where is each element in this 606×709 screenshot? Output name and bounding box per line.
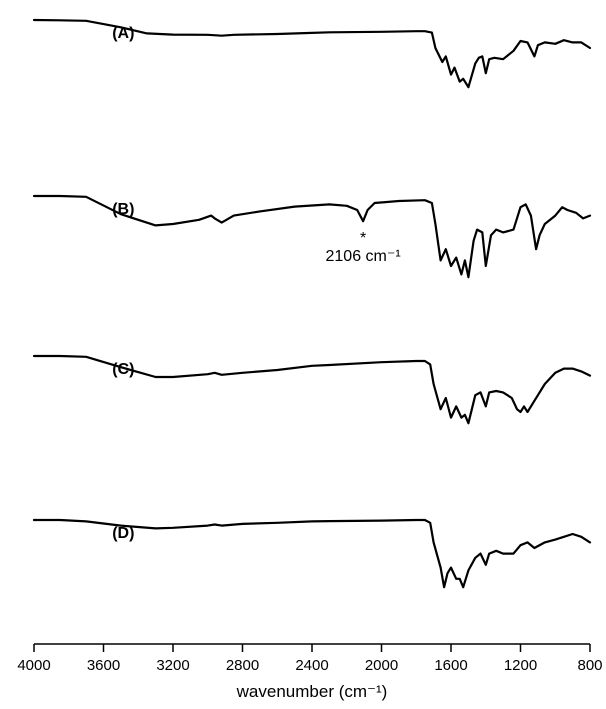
panel-label-c: (C) — [112, 361, 134, 378]
x-tick-label-2000: 2000 — [365, 657, 398, 674]
x-tick-label-1200: 1200 — [504, 657, 537, 674]
x-tick-label-2800: 2800 — [226, 657, 259, 674]
x-tick-label-4000: 4000 — [17, 657, 50, 674]
spectrum-line-d — [32, 518, 592, 589]
panel-label-a: (A) — [112, 25, 134, 42]
annotation-marker: * — [360, 230, 366, 247]
x-tick-label-1600: 1600 — [434, 657, 467, 674]
x-tick-label-3200: 3200 — [156, 657, 189, 674]
panel-label-layer: (A) (B) (C) (D) — [112, 25, 134, 542]
panel-label-d: (D) — [112, 525, 134, 542]
x-tick-label-800: 800 — [577, 657, 602, 674]
x-tick-label-3600: 3600 — [87, 657, 120, 674]
x-axis-ticks: 4000 3600 3200 2800 2400 2000 1600 1200 800 — [17, 644, 603, 674]
x-tick-label-2400: 2400 — [295, 657, 328, 674]
panel-label-b: (B) — [112, 201, 134, 218]
annotation-layer: *2106 cm⁻¹ — [326, 230, 401, 265]
x-axis-label: wavenumber (cm⁻¹) — [236, 682, 388, 701]
spectrum-line-b — [32, 194, 592, 279]
annotation-label: 2106 cm⁻¹ — [326, 248, 401, 265]
series-layer — [32, 18, 592, 589]
spectrum-line-c — [32, 354, 592, 425]
spectrum-line-a — [32, 18, 592, 89]
